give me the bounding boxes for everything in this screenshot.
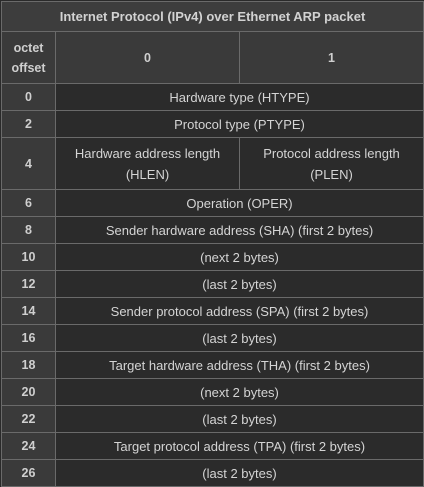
offset-cell: 16 [1,324,56,352]
offset-cell: 24 [1,432,56,460]
byte-0-header: 0 [55,31,240,84]
table-row: 16 (last 2 bytes) [1,324,424,352]
offset-cell: 12 [1,270,56,298]
table-row: 20 (next 2 bytes) [1,378,424,406]
field-cell: Sender hardware address (SHA) (first 2 b… [54,216,424,244]
field-cell: (last 2 bytes) [54,270,424,298]
offset-cell: 6 [1,189,56,217]
field-cell: (next 2 bytes) [54,243,424,271]
table-row: 12 (last 2 bytes) [1,270,424,298]
table-row: 10 (next 2 bytes) [1,243,424,271]
table-row: 22 (last 2 bytes) [1,405,424,433]
offset-cell: 10 [1,243,56,271]
field-cell: Operation (OPER) [54,189,424,217]
table-row: 6 Operation (OPER) [1,189,424,217]
table-row: 24 Target protocol address (TPA) (first … [1,432,424,460]
table-row: 0 Hardware type (HTYPE) [1,83,424,111]
field-cell: Target protocol address (TPA) (first 2 b… [54,432,424,460]
table-row: 8 Sender hardware address (SHA) (first 2… [1,216,424,244]
offset-cell: 8 [1,216,56,244]
table-row: 26 (last 2 bytes) [1,459,424,487]
table-title: Internet Protocol (IPv4) over Ethernet A… [0,1,424,32]
field-cell: Hardware type (HTYPE) [54,83,424,111]
field-cell: Target hardware address (THA) (first 2 b… [54,351,424,379]
offset-cell: 22 [1,405,56,433]
offset-cell: 18 [1,351,56,379]
plen-field-cell: Protocol address length (PLEN) [238,137,424,190]
field-cell: (last 2 bytes) [54,405,424,433]
table-row: 2 Protocol type (PTYPE) [1,110,424,138]
caption-row: Internet Protocol (IPv4) over Ethernet A… [0,1,424,32]
offset-cell: 0 [1,83,56,111]
offset-cell: 26 [1,459,56,487]
offset-cell: 2 [1,110,56,138]
offset-cell: 20 [1,378,56,406]
field-cell: Sender protocol address (SPA) (first 2 b… [54,297,424,325]
header-row: octet offset 0 1 [1,31,424,84]
offset-cell: 4 [1,137,56,190]
hlen-field-cell: Hardware address length (HLEN) [55,137,240,190]
field-cell: (last 2 bytes) [54,459,424,487]
field-cell: (next 2 bytes) [54,378,424,406]
octet-offset-header: octet offset [1,31,56,84]
field-cell: (last 2 bytes) [54,324,424,352]
field-cell: Protocol type (PTYPE) [54,110,424,138]
table-row: 14 Sender protocol address (SPA) (first … [1,297,424,325]
offset-cell: 14 [1,297,56,325]
byte-1-header: 1 [238,31,424,84]
table-row: 18 Target hardware address (THA) (first … [1,351,424,379]
table-row: 4 Hardware address length (HLEN) Protoco… [1,137,424,190]
